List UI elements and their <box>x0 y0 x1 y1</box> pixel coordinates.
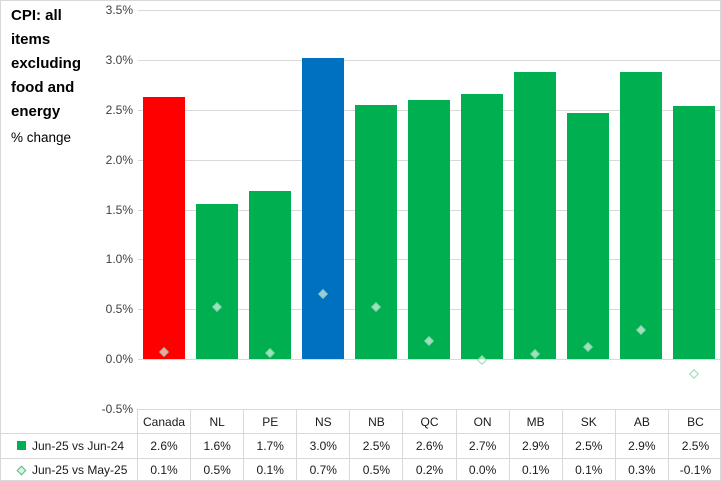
value-cell-bc: -0.1% <box>668 457 720 480</box>
category-header-nl: NL <box>191 409 245 434</box>
value-cell-canada: 2.6% <box>138 433 192 458</box>
value-cell-bc: 2.5% <box>668 433 720 457</box>
bar-canada <box>143 96 186 360</box>
diamond-legend-icon <box>16 465 27 476</box>
value-cell-nb: 0.5% <box>350 457 404 480</box>
category-header-mb: MB <box>509 409 563 434</box>
y-axis-tick-label: 2.5% <box>105 102 133 117</box>
category-header-on: ON <box>456 409 510 434</box>
value-cell-on: 0.0% <box>456 457 510 480</box>
y-axis-tick-label: 0.5% <box>105 302 133 317</box>
value-cell-pe: 0.1% <box>244 457 298 480</box>
value-cell-nl: 1.6% <box>191 433 245 458</box>
legend-item-mom: Jun-25 vs May-25 <box>1 457 138 480</box>
category-header-pe: PE <box>244 409 298 434</box>
y-axis-tick-label: 1.0% <box>105 252 133 267</box>
category-header-bc: BC <box>668 409 720 433</box>
bar-ab <box>619 71 662 360</box>
bar-nb <box>355 104 398 360</box>
value-cell-nl: 0.5% <box>191 457 245 480</box>
value-cell-ns: 3.0% <box>297 433 351 458</box>
bar-mb <box>513 71 556 360</box>
bar-nl <box>196 203 239 360</box>
value-cell-ab: 0.3% <box>615 457 669 480</box>
value-cell-sk: 2.5% <box>562 433 616 458</box>
green-square-legend-icon <box>17 441 26 451</box>
legend-label: Jun-25 vs May-25 <box>32 463 128 478</box>
bar-bc <box>672 105 715 360</box>
gridline <box>138 59 720 61</box>
category-header-nb: NB <box>350 409 404 434</box>
category-header-ab: AB <box>615 409 669 434</box>
category-header-sk: SK <box>562 409 616 434</box>
y-axis-tick-label: -0.5% <box>101 402 133 416</box>
category-header-ns: NS <box>297 409 351 434</box>
value-cell-mb: 0.1% <box>509 457 563 480</box>
legend-label: Jun-25 vs Jun-24 <box>32 438 125 453</box>
legend-header-cell <box>1 409 138 434</box>
value-cell-sk: 0.1% <box>562 457 616 480</box>
bar-on <box>460 93 503 360</box>
bar-qc <box>408 99 450 360</box>
gridline <box>138 359 720 361</box>
value-cell-qc: 0.2% <box>403 457 457 480</box>
value-cell-on: 2.7% <box>456 433 510 458</box>
value-cell-nb: 2.5% <box>350 433 404 458</box>
category-header-qc: QC <box>403 409 457 434</box>
bar-ns <box>302 57 345 360</box>
value-cell-qc: 2.6% <box>403 433 457 458</box>
y-axis-tick-label: 3.0% <box>105 52 133 67</box>
diamond-marker-bc <box>688 369 699 380</box>
plot-area <box>138 10 720 409</box>
category-header-canada: Canada <box>138 409 192 434</box>
bar-pe <box>249 190 292 360</box>
value-cell-ab: 2.9% <box>615 433 669 458</box>
value-cell-ns: 0.7% <box>297 457 351 480</box>
y-axis-tick-label: 3.5% <box>105 3 133 17</box>
y-axis-tick-label: 0.0% <box>105 352 133 367</box>
value-cell-pe: 1.7% <box>244 433 298 458</box>
legend-item-yoy: Jun-25 vs Jun-24 <box>1 433 138 458</box>
bar-sk <box>566 112 609 360</box>
y-axis-tick-label: 1.5% <box>105 202 133 217</box>
value-cell-canada: 0.1% <box>138 457 192 480</box>
y-axis-tick-label: 2.0% <box>105 152 133 167</box>
data-table-legend: Canada NL PE NS NB QC ON MB SK AB BC Jun-25 vs Jun-… <box>1 409 720 480</box>
value-cell-mb: 2.9% <box>509 433 563 458</box>
chart-title: CPI: all items excluding food and energy <box>11 7 82 120</box>
chart-subtitle: % change <box>11 130 72 145</box>
gridline <box>138 10 720 11</box>
